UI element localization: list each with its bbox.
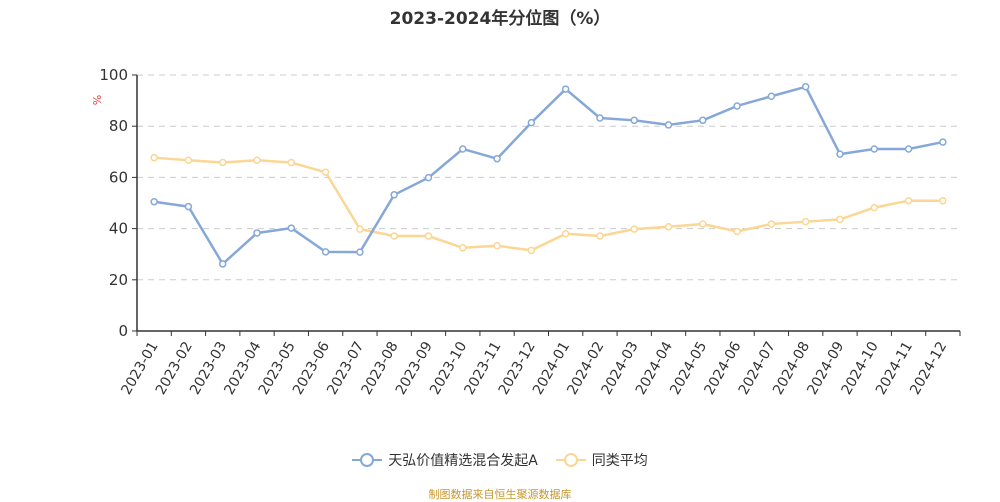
data-point[interactable] [356,225,364,233]
data-point[interactable] [801,217,810,226]
y-tick-label: 40 [109,220,128,238]
data-point[interactable] [664,121,673,129]
data-point[interactable] [836,150,844,158]
data-point[interactable] [939,196,947,205]
data-point[interactable] [424,173,433,182]
data-point[interactable] [218,158,227,167]
legend-label-peer-average: 同类平均 [591,453,648,469]
data-point[interactable] [801,83,810,91]
y-tick-label: 80 [109,117,128,135]
y-tick-label: 0 [118,322,128,340]
data-point[interactable] [561,229,570,238]
legend-label-fund: 天弘价值精选混合发起A [388,453,538,469]
data-point[interactable] [493,154,501,163]
y-tick-label: 60 [109,168,128,186]
data-point[interactable] [459,244,467,252]
data-point[interactable] [287,224,296,232]
data-point[interactable] [527,246,536,255]
data-point[interactable] [218,260,227,268]
series-line-peer-average [154,156,943,252]
data-point[interactable] [733,227,741,236]
y-axis-unit-label: % [91,95,104,105]
source-note: 制图数据来自恒生聚源数据库 [428,488,572,501]
data-point[interactable] [870,145,879,153]
chart-title: 2023-2024年分位图（%） [389,9,611,29]
data-point[interactable] [733,102,741,110]
data-point[interactable] [356,248,364,256]
data-point[interactable] [287,158,296,167]
data-point[interactable] [253,229,261,237]
legend-item-peer-average[interactable]: 同类平均 [555,450,648,470]
line-circle-marker-icon [352,453,383,467]
legend-item-fund[interactable]: 天弘价值精选混合发起A [352,450,538,470]
data-point[interactable] [836,215,844,224]
data-point[interactable] [561,85,570,93]
data-point[interactable] [321,168,330,177]
data-point[interactable] [596,114,604,122]
data-point[interactable] [253,156,261,164]
series-line-fund [153,85,944,266]
data-point[interactable] [150,197,158,206]
legend: 天弘价值精选混合发起A 同类平均 [0,450,1000,470]
data-point[interactable] [630,225,638,233]
data-point[interactable] [459,145,467,153]
line-circle-marker-icon [555,453,586,467]
data-point[interactable] [596,232,604,240]
y-tick-label: 100 [99,66,128,84]
data-point[interactable] [904,145,913,153]
data-point[interactable] [904,196,913,205]
data-point[interactable] [527,118,536,127]
data-point[interactable] [767,220,776,228]
data-point[interactable] [767,92,776,100]
data-point[interactable] [390,232,398,240]
data-point[interactable] [150,153,158,162]
data-point[interactable] [664,223,673,231]
data-point[interactable] [699,116,707,125]
data-point[interactable] [870,203,879,212]
data-point[interactable] [424,232,433,240]
data-point[interactable] [390,191,398,199]
data-point[interactable] [939,138,947,146]
y-tick-label: 20 [109,271,128,289]
data-point[interactable] [184,156,193,164]
data-point[interactable] [184,202,193,211]
data-point[interactable] [699,220,707,228]
data-point[interactable] [630,116,638,125]
data-point[interactable] [493,242,501,250]
data-point[interactable] [321,248,330,256]
